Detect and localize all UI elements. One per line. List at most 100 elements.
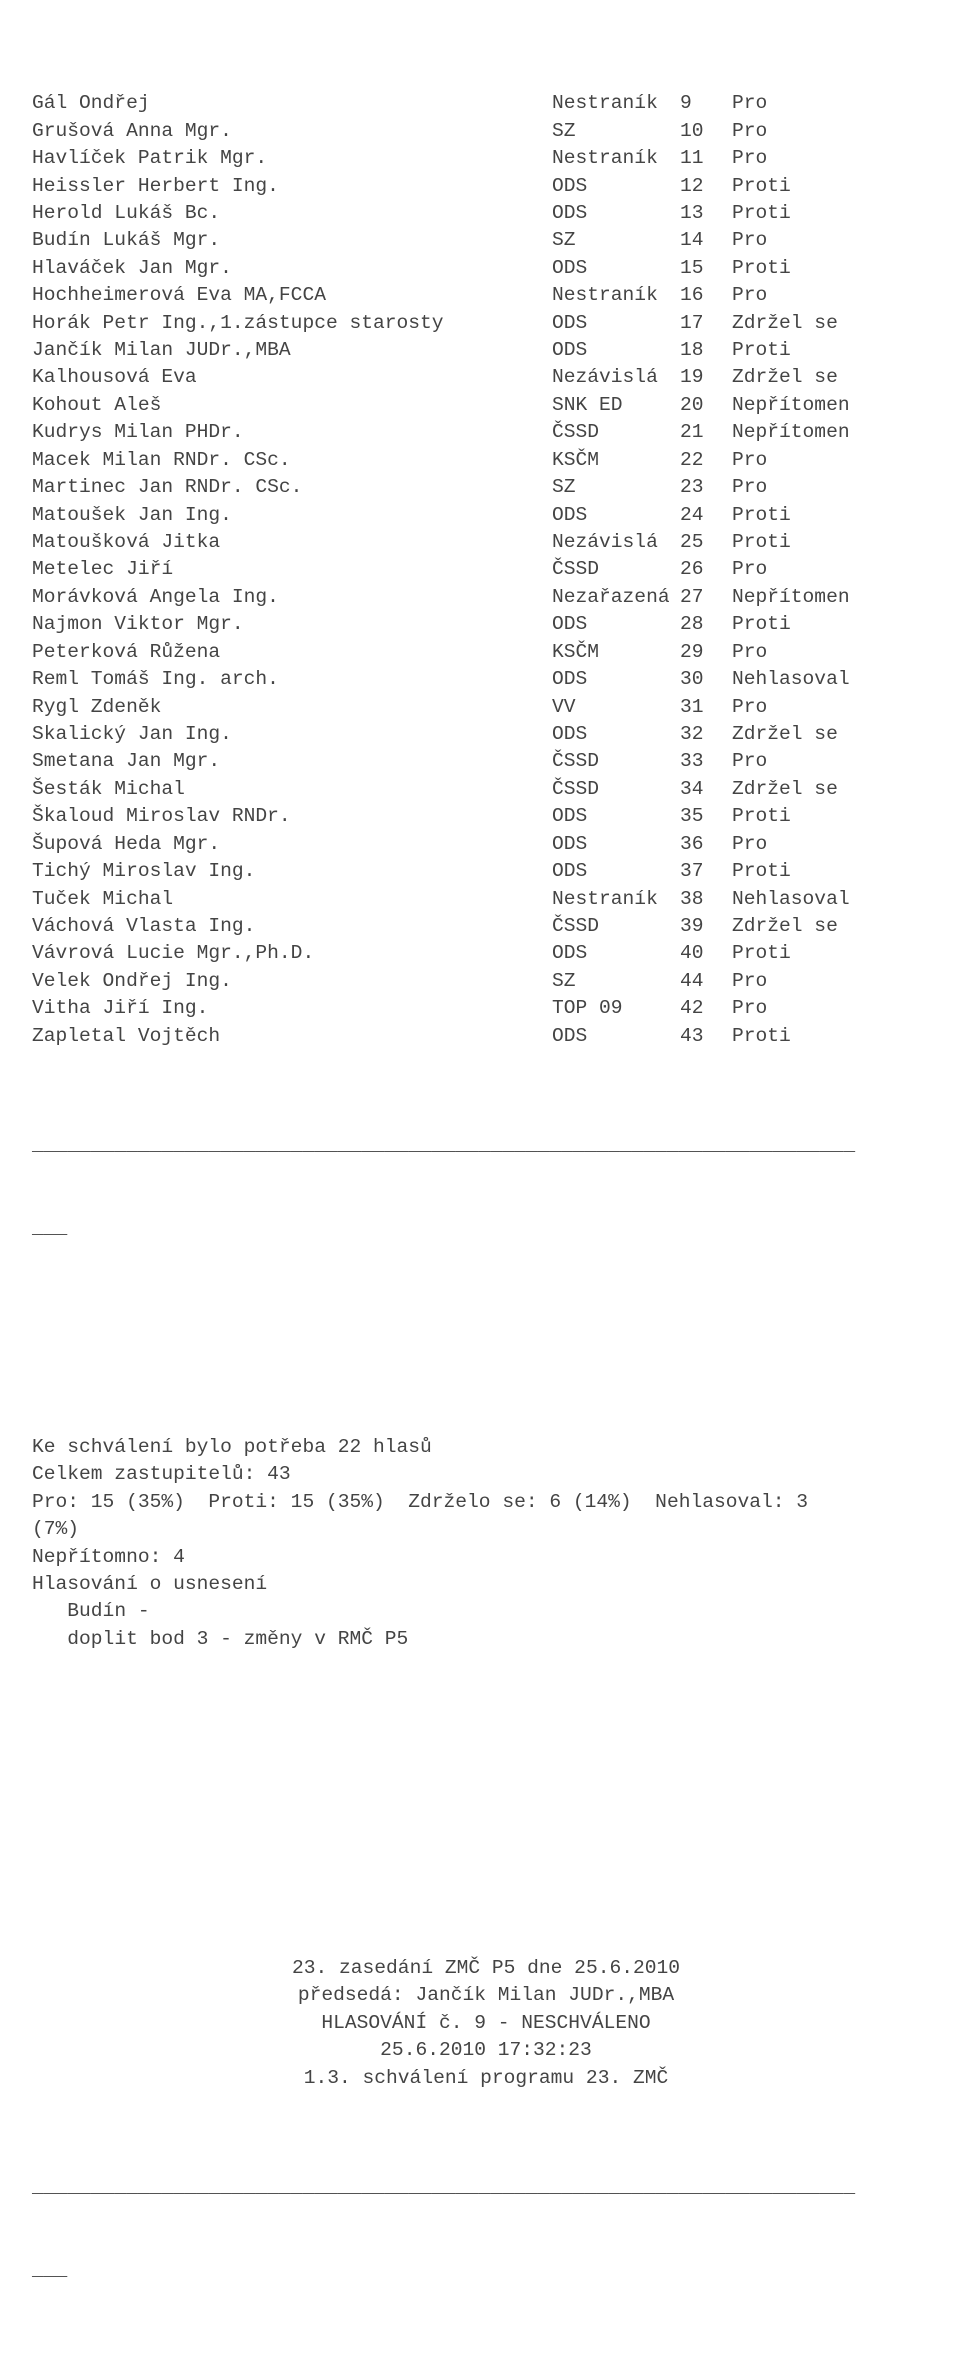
cell-number: 35 — [680, 803, 732, 830]
cell-vote: Pro — [732, 748, 940, 775]
blank-line — [32, 1297, 940, 1324]
table-row: Jančík Milan JUDr.,MBAODS18Proti — [32, 337, 940, 364]
table-row: Kalhousová EvaNezávislá19Zdržel se — [32, 364, 940, 391]
cell-vote: Pro — [732, 831, 940, 858]
table-row: Tichý Miroslav Ing.ODS37Proti — [32, 858, 940, 885]
table-row: Kohout AlešSNK ED20Nepřítomen — [32, 392, 940, 419]
cell-party: ČSSD — [552, 748, 680, 775]
cell-party: ODS — [552, 200, 680, 227]
cell-name: Šupová Heda Mgr. — [32, 831, 552, 858]
cell-name: Skalický Jan Ing. — [32, 721, 552, 748]
cell-name: Hochheimerová Eva MA,FCCA — [32, 282, 552, 309]
cell-name: Martinec Jan RNDr. CSc. — [32, 474, 552, 501]
horizontal-rule: ________________________________________… — [32, 1132, 940, 1159]
cell-name: Matoušek Jan Ing. — [32, 502, 552, 529]
cell-number: 18 — [680, 337, 732, 364]
table-row: Váchová Vlasta Ing.ČSSD39Zdržel se — [32, 913, 940, 940]
table-row: Šesták MichalČSSD34Zdržel se — [32, 776, 940, 803]
cell-name: Smetana Jan Mgr. — [32, 748, 552, 775]
cell-number: 38 — [680, 886, 732, 913]
cell-number: 31 — [680, 694, 732, 721]
cell-party: ČSSD — [552, 913, 680, 940]
table-row: Hochheimerová Eva MA,FCCANestraník16Pro — [32, 282, 940, 309]
cell-party: KSČM — [552, 639, 680, 666]
cell-name: Vitha Jiří Ing. — [32, 995, 552, 1022]
cell-party: KSČM — [552, 447, 680, 474]
cell-number: 16 — [680, 282, 732, 309]
table-row: Reml Tomáš Ing. arch.ODS30Nehlasoval — [32, 666, 940, 693]
blank-line — [32, 1818, 940, 1845]
cell-name: Hlaváček Jan Mgr. — [32, 255, 552, 282]
horizontal-rule-short: ___ — [32, 2257, 940, 2284]
cell-number: 25 — [680, 529, 732, 556]
cell-vote: Nepřítomen — [732, 392, 940, 419]
cell-name: Tuček Michal — [32, 886, 552, 913]
cell-name: Herold Lukáš Bc. — [32, 200, 552, 227]
table-row: Hlaváček Jan Mgr.ODS15Proti — [32, 255, 940, 282]
summary-counts-line1b: (7%) — [32, 1518, 79, 1540]
cell-name: Morávková Angela Ing. — [32, 584, 552, 611]
table-row: Škaloud Miroslav RNDr.ODS35Proti — [32, 803, 940, 830]
cell-party: ODS — [552, 255, 680, 282]
table-row: Kudrys Milan PHDr.ČSSD21Nepřítomen — [32, 419, 940, 446]
cell-number: 11 — [680, 145, 732, 172]
cell-vote: Proti — [732, 255, 940, 282]
summary-indent2: doplit bod 3 - změny v RMČ P5 — [32, 1628, 408, 1650]
cell-number: 20 — [680, 392, 732, 419]
cell-number: 34 — [680, 776, 732, 803]
cell-number: 27 — [680, 584, 732, 611]
summary-topic: Hlasování o usnesení — [32, 1573, 267, 1595]
cell-vote: Proti — [732, 502, 940, 529]
cell-party: ČSSD — [552, 556, 680, 583]
footer-agenda-item: 1.3. schválení programu 23. ZMČ — [304, 2067, 669, 2089]
cell-name: Tichý Miroslav Ing. — [32, 858, 552, 885]
table-row: Gál OndřejNestraník9Pro — [32, 90, 940, 117]
cell-party: ODS — [552, 666, 680, 693]
horizontal-rule-short: ___ — [32, 1215, 940, 1242]
cell-party: SZ — [552, 227, 680, 254]
cell-party: Nezařazená — [552, 584, 680, 611]
cell-number: 21 — [680, 419, 732, 446]
cell-vote: Nepřítomen — [732, 419, 940, 446]
table-row: Matoušek Jan Ing.ODS24Proti — [32, 502, 940, 529]
cell-number: 29 — [680, 639, 732, 666]
cell-party: Nestraník — [552, 90, 680, 117]
table-row: Metelec JiříČSSD26Pro — [32, 556, 940, 583]
cell-number: 37 — [680, 858, 732, 885]
cell-vote: Proti — [732, 940, 940, 967]
cell-number: 10 — [680, 118, 732, 145]
cell-name: Heissler Herbert Ing. — [32, 173, 552, 200]
cell-number: 24 — [680, 502, 732, 529]
cell-vote: Proti — [732, 803, 940, 830]
table-row: Herold Lukáš Bc.ODS13Proti — [32, 200, 940, 227]
cell-name: Reml Tomáš Ing. arch. — [32, 666, 552, 693]
cell-number: 12 — [680, 173, 732, 200]
cell-vote: Proti — [732, 200, 940, 227]
cell-name: Kalhousová Eva — [32, 364, 552, 391]
cell-vote: Proti — [732, 611, 940, 638]
cell-vote: Zdržel se — [732, 913, 940, 940]
footer-session: 23. zasedání ZMČ P5 dne 25.6.2010 — [292, 1957, 680, 1979]
cell-vote: Pro — [732, 90, 940, 117]
cell-name: Gál Ondřej — [32, 90, 552, 117]
voting-table: Gál OndřejNestraník9ProGrušová Anna Mgr.… — [32, 90, 940, 1050]
table-row: Vávrová Lucie Mgr.,Ph.D.ODS40Proti — [32, 940, 940, 967]
cell-name: Rygl Zdeněk — [32, 694, 552, 721]
summary-total: Celkem zastupitelů: 43 — [32, 1463, 291, 1485]
cell-party: ODS — [552, 803, 680, 830]
cell-vote: Proti — [732, 1023, 940, 1050]
cell-name: Macek Milan RNDr. CSc. — [32, 447, 552, 474]
table-row: Budín Lukáš Mgr.SZ14Pro — [32, 227, 940, 254]
cell-party: ODS — [552, 721, 680, 748]
cell-vote: Pro — [732, 474, 940, 501]
cell-party: Nestraník — [552, 145, 680, 172]
table-row: Smetana Jan Mgr.ČSSD33Pro — [32, 748, 940, 775]
cell-vote: Nehlasoval — [732, 666, 940, 693]
cell-party: SNK ED — [552, 392, 680, 419]
cell-name: Velek Ondřej Ing. — [32, 968, 552, 995]
cell-vote: Pro — [732, 227, 940, 254]
cell-party: SZ — [552, 968, 680, 995]
table-row: Velek Ondřej Ing.SZ44Pro — [32, 968, 940, 995]
cell-number: 9 — [680, 90, 732, 117]
cell-name: Škaloud Miroslav RNDr. — [32, 803, 552, 830]
